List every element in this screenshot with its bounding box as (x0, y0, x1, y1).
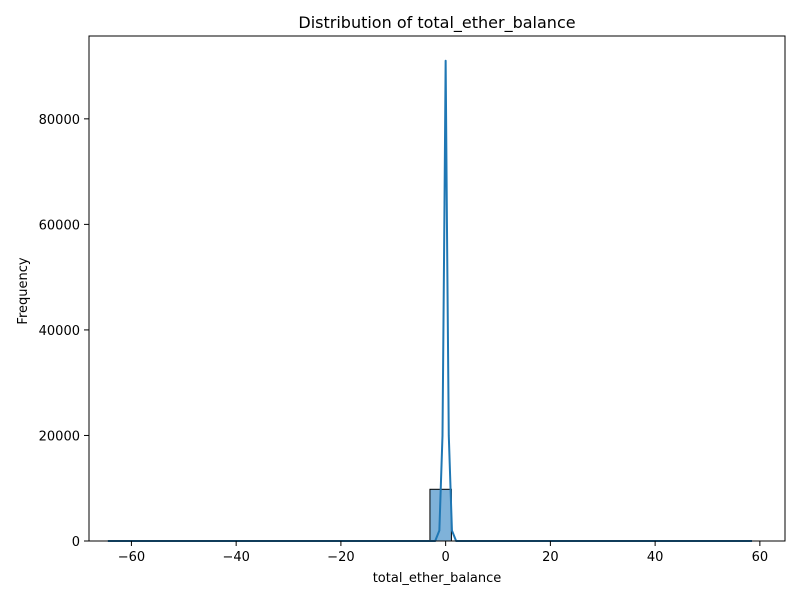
x-tick-label: 60 (752, 550, 769, 565)
y-axis-ticks: 0 20000 40000 60000 80000 (39, 113, 89, 550)
chart-title: Distribution of total_ether_balance (298, 13, 575, 33)
y-tick-label: 40000 (39, 324, 80, 339)
x-tick-label: −20 (327, 550, 354, 565)
y-axis-label: Frequency (16, 257, 31, 324)
y-tick-label: 0 (72, 535, 80, 550)
x-tick-label: −40 (222, 550, 249, 565)
y-tick-label: 80000 (39, 113, 80, 128)
y-tick-label: 20000 (39, 429, 80, 444)
x-tick-label: 20 (542, 550, 559, 565)
plot-frame (88, 35, 786, 542)
y-tick-label: 60000 (39, 218, 80, 233)
x-tick-label: 0 (442, 550, 450, 565)
x-tick-label: 40 (647, 550, 664, 565)
x-tick-label: −60 (118, 550, 145, 565)
x-axis-label: total_ether_balance (373, 571, 502, 586)
kde-line (107, 59, 753, 542)
x-axis-ticks: −60 −40 −20 0 20 40 60 (118, 541, 768, 565)
kde-curve (107, 59, 753, 542)
